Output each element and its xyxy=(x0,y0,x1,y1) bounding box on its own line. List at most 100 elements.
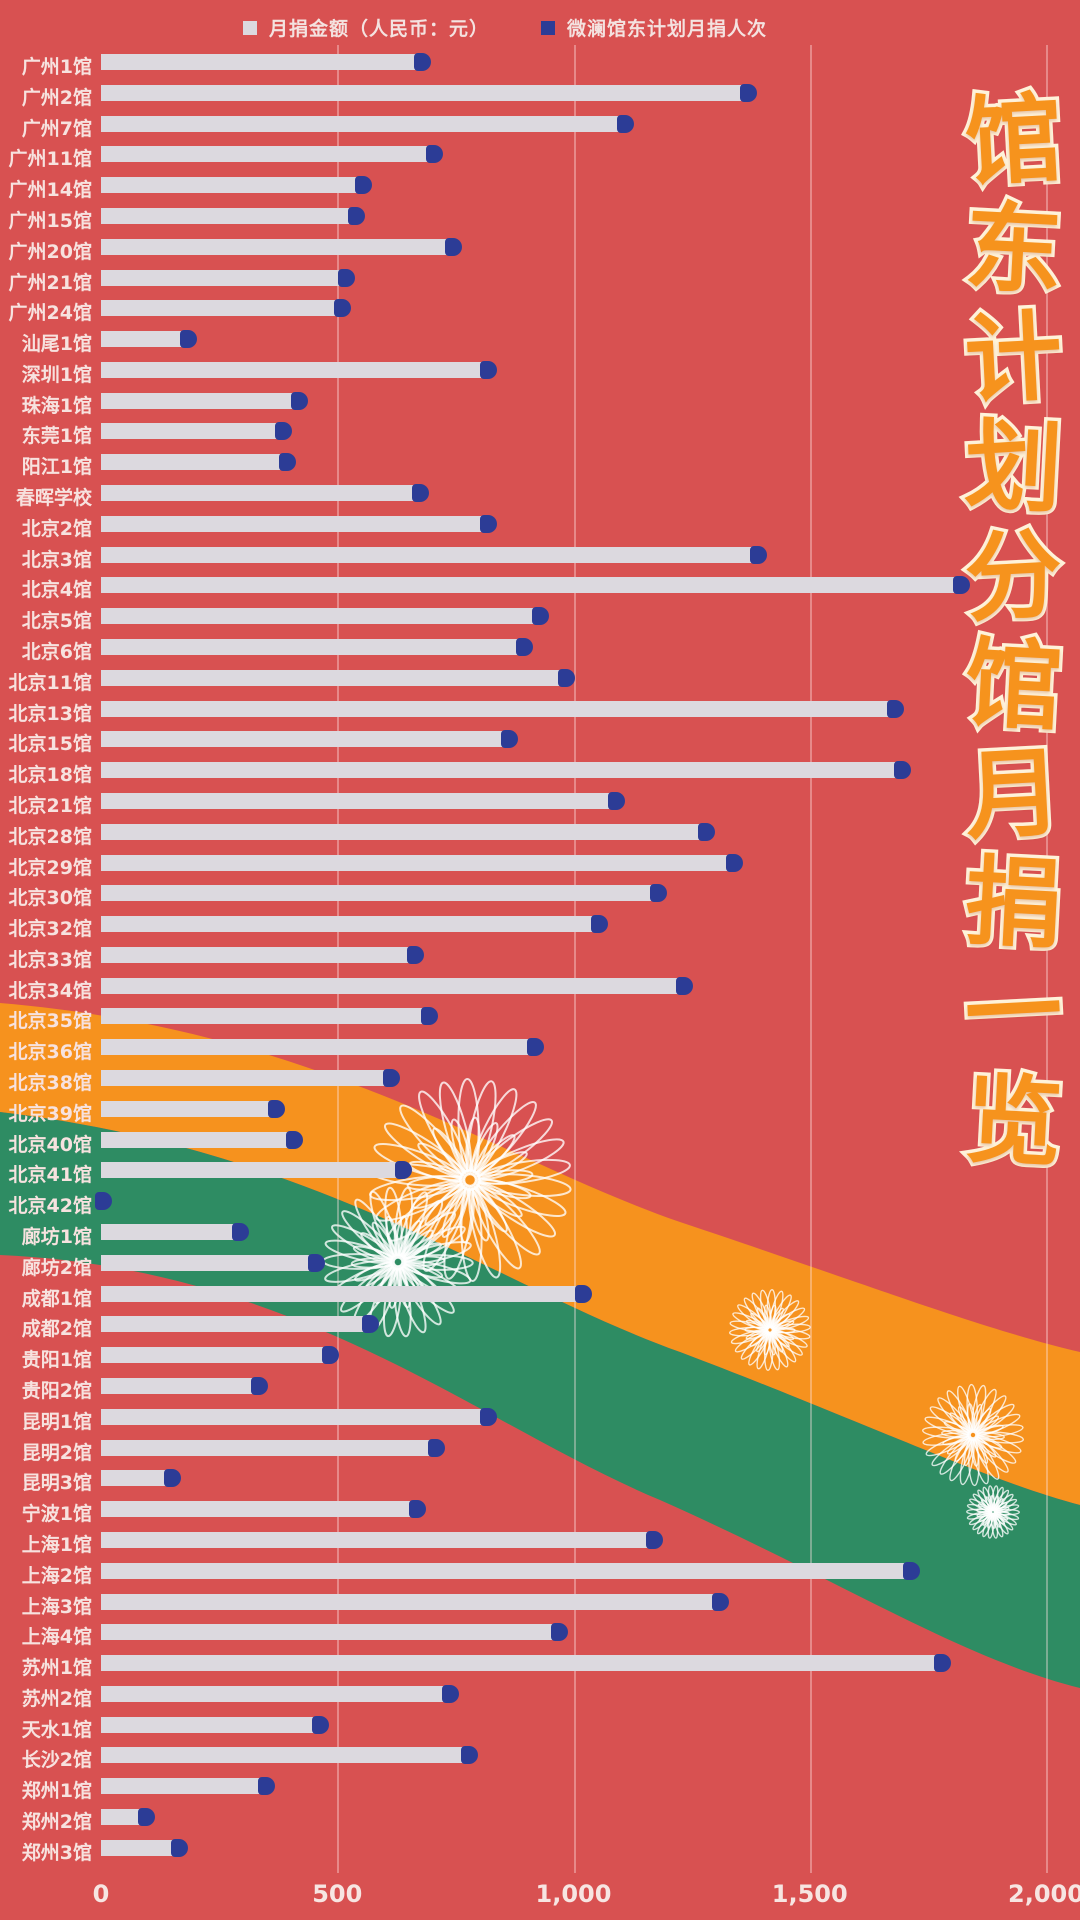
donation-bar[interactable] xyxy=(101,114,635,133)
donor-count-dot[interactable] xyxy=(886,699,904,718)
donation-bar[interactable] xyxy=(101,1253,325,1272)
donation-bar[interactable] xyxy=(101,638,533,656)
donation-bar[interactable] xyxy=(101,1561,921,1580)
donation-bar[interactable] xyxy=(101,83,758,102)
donor-count-dot[interactable] xyxy=(515,638,533,656)
donation-bar[interactable] xyxy=(95,1192,113,1211)
donor-count-dot[interactable] xyxy=(676,976,694,995)
donor-count-dot[interactable] xyxy=(95,1192,113,1211)
donation-bar[interactable] xyxy=(101,1654,951,1673)
donation-bar[interactable] xyxy=(101,1838,188,1857)
donor-count-dot[interactable] xyxy=(532,607,550,626)
donor-count-dot[interactable] xyxy=(725,853,743,872)
donation-bar[interactable] xyxy=(101,545,767,564)
donor-count-dot[interactable] xyxy=(137,1808,155,1827)
donor-count-dot[interactable] xyxy=(952,576,970,595)
donor-count-dot[interactable] xyxy=(893,761,911,780)
donor-count-dot[interactable] xyxy=(383,1069,401,1088)
donor-count-dot[interactable] xyxy=(347,206,365,225)
donor-count-dot[interactable] xyxy=(421,1007,439,1026)
donation-bar[interactable] xyxy=(101,915,609,934)
donation-bar[interactable] xyxy=(101,1623,569,1642)
donor-count-dot[interactable] xyxy=(480,514,498,533)
donation-bar[interactable] xyxy=(101,1130,304,1149)
donation-bar[interactable] xyxy=(101,1808,155,1827)
donation-bar[interactable] xyxy=(101,1376,268,1395)
donation-bar[interactable] xyxy=(101,976,694,995)
donor-count-dot[interactable] xyxy=(749,545,767,564)
donor-count-dot[interactable] xyxy=(274,422,292,441)
donor-count-dot[interactable] xyxy=(409,1500,427,1519)
donation-bar[interactable] xyxy=(101,484,429,503)
donation-bar[interactable] xyxy=(101,1469,181,1488)
donor-count-dot[interactable] xyxy=(354,176,372,195)
donation-bar[interactable] xyxy=(101,268,356,287)
donation-bar[interactable] xyxy=(101,360,498,379)
donation-bar[interactable] xyxy=(101,1284,592,1303)
donor-count-dot[interactable] xyxy=(711,1592,729,1611)
donor-count-dot[interactable] xyxy=(607,791,625,810)
donor-count-dot[interactable] xyxy=(312,1715,330,1734)
donor-count-dot[interactable] xyxy=(444,237,462,256)
donation-bar[interactable] xyxy=(101,576,970,595)
donor-count-dot[interactable] xyxy=(170,1838,188,1857)
donation-bar[interactable] xyxy=(101,699,904,718)
donation-bar[interactable] xyxy=(101,453,297,472)
donation-bar[interactable] xyxy=(101,206,365,225)
donor-count-dot[interactable] xyxy=(425,145,443,164)
donor-count-dot[interactable] xyxy=(414,53,432,71)
donation-bar[interactable] xyxy=(101,330,198,349)
donation-bar[interactable] xyxy=(101,730,519,749)
donation-bar[interactable] xyxy=(101,1007,439,1026)
donor-count-dot[interactable] xyxy=(279,453,297,472)
donor-count-dot[interactable] xyxy=(180,330,198,349)
donation-bar[interactable] xyxy=(101,145,443,164)
donation-bar[interactable] xyxy=(101,1315,380,1334)
donor-count-dot[interactable] xyxy=(461,1746,479,1765)
donor-count-dot[interactable] xyxy=(740,83,758,102)
donation-bar[interactable] xyxy=(101,668,576,687)
donor-count-dot[interactable] xyxy=(267,1099,285,1118)
donation-bar[interactable] xyxy=(101,607,550,626)
donor-count-dot[interactable] xyxy=(258,1777,276,1796)
donation-bar[interactable] xyxy=(101,1746,479,1765)
donation-bar[interactable] xyxy=(101,1438,446,1457)
donation-bar[interactable] xyxy=(101,1223,250,1242)
donor-count-dot[interactable] xyxy=(286,1130,304,1149)
donation-bar[interactable] xyxy=(101,791,625,810)
donor-count-dot[interactable] xyxy=(428,1438,446,1457)
donor-count-dot[interactable] xyxy=(650,884,668,903)
donation-bar[interactable] xyxy=(101,299,351,318)
donation-bar[interactable] xyxy=(101,1684,460,1703)
donation-bar[interactable] xyxy=(101,237,462,256)
donation-bar[interactable] xyxy=(101,176,372,195)
donation-bar[interactable] xyxy=(101,1161,413,1180)
donation-bar[interactable] xyxy=(101,53,432,71)
donor-count-dot[interactable] xyxy=(697,822,715,841)
donor-count-dot[interactable] xyxy=(501,730,519,749)
donor-count-dot[interactable] xyxy=(338,268,356,287)
donor-count-dot[interactable] xyxy=(645,1530,663,1549)
donor-count-dot[interactable] xyxy=(551,1623,569,1642)
donation-bar[interactable] xyxy=(101,945,424,964)
donor-count-dot[interactable] xyxy=(232,1223,250,1242)
donor-count-dot[interactable] xyxy=(574,1284,592,1303)
donor-count-dot[interactable] xyxy=(333,299,351,318)
donor-count-dot[interactable] xyxy=(480,360,498,379)
donation-bar[interactable] xyxy=(101,822,715,841)
donation-bar[interactable] xyxy=(101,1038,545,1057)
donor-count-dot[interactable] xyxy=(933,1654,951,1673)
donation-bar[interactable] xyxy=(101,1500,427,1519)
donor-count-dot[interactable] xyxy=(480,1407,498,1426)
donation-bar[interactable] xyxy=(101,1346,339,1365)
donation-bar[interactable] xyxy=(101,391,309,410)
donor-count-dot[interactable] xyxy=(442,1684,460,1703)
donation-bar[interactable] xyxy=(101,761,911,780)
donation-bar[interactable] xyxy=(101,1099,285,1118)
donor-count-dot[interactable] xyxy=(411,484,429,503)
donation-bar[interactable] xyxy=(101,1777,276,1796)
donor-count-dot[interactable] xyxy=(527,1038,545,1057)
donation-bar[interactable] xyxy=(101,1069,401,1088)
donor-count-dot[interactable] xyxy=(163,1469,181,1488)
donor-count-dot[interactable] xyxy=(307,1253,325,1272)
